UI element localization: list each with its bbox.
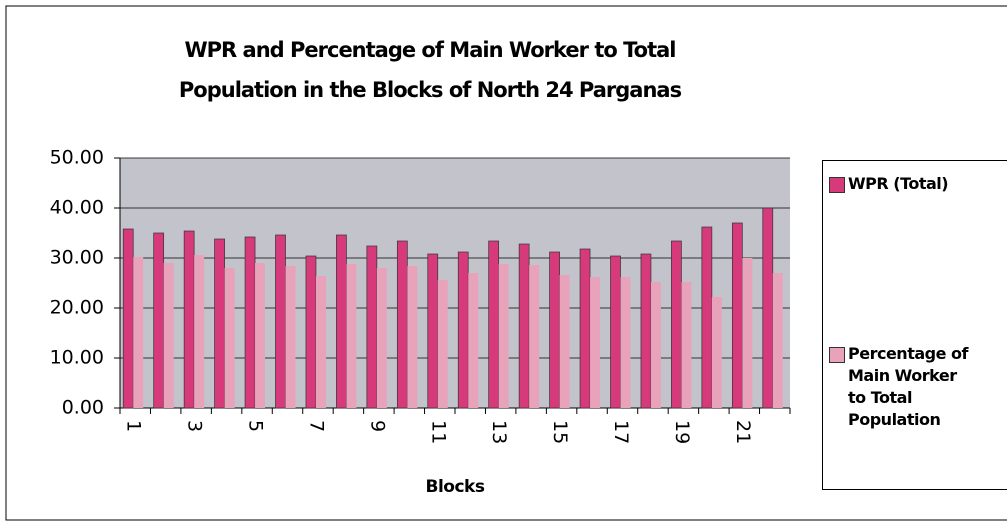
bar	[579, 248, 591, 409]
chart-title: WPR and Percentage of Main Worker to Tot…	[178, 38, 682, 102]
bar	[620, 277, 631, 408]
bar	[640, 253, 652, 409]
bar	[610, 255, 621, 409]
bar	[153, 232, 165, 409]
bar	[559, 275, 570, 408]
bar	[407, 266, 418, 408]
bar	[315, 276, 326, 408]
bar	[255, 263, 266, 408]
bar	[549, 251, 560, 409]
bar	[498, 264, 509, 408]
x-tick-label: 13	[488, 420, 510, 444]
y-tick-label: 20.00	[50, 297, 104, 319]
y-tick-label: 30.00	[50, 247, 104, 269]
bar	[244, 236, 256, 409]
bar	[183, 230, 195, 409]
bar	[650, 282, 661, 408]
bar	[346, 264, 357, 408]
bar	[742, 258, 753, 408]
x-tick-label: 11	[427, 420, 449, 444]
x-tick-label: 3	[184, 420, 206, 432]
legend-swatch	[829, 177, 845, 193]
bar	[214, 238, 225, 409]
y-tick-label: 0.00	[62, 397, 104, 419]
bar	[366, 245, 378, 409]
x-tick-label: 1	[123, 420, 145, 432]
legend-label: Percentage of Main Worker to Total Popul…	[848, 344, 968, 429]
x-tick-label: 19	[671, 420, 693, 444]
bar	[336, 234, 347, 409]
legend-label: WPR (Total)	[848, 174, 949, 193]
legend: WPR (Total) Percentage of Main Worker to …	[822, 160, 1007, 490]
bar	[518, 243, 530, 409]
legend-swatch	[829, 347, 845, 363]
bar	[590, 277, 601, 408]
x-tick-label: 17	[610, 420, 632, 444]
bar	[437, 280, 448, 408]
bar	[133, 257, 144, 408]
bar	[427, 253, 439, 409]
bar	[488, 240, 500, 409]
bar	[468, 273, 479, 408]
bar	[163, 263, 174, 408]
bar	[224, 268, 235, 408]
bar	[305, 255, 317, 409]
bar	[762, 207, 774, 409]
bar	[731, 222, 743, 409]
bar	[376, 268, 387, 408]
bar	[285, 266, 296, 408]
bar	[701, 226, 713, 409]
bar	[681, 282, 692, 408]
x-tick-label: 5	[245, 420, 267, 432]
y-tick-label: 40.00	[50, 197, 104, 219]
y-tick-label: 10.00	[50, 347, 104, 369]
y-tick-label: 50.00	[50, 147, 104, 169]
bar	[194, 255, 205, 408]
bar	[457, 251, 469, 409]
bar	[671, 240, 682, 409]
legend-item: Percentage of Main Worker to Total Popul…	[829, 343, 979, 431]
x-tick-label: 9	[366, 420, 388, 432]
bar	[396, 240, 408, 409]
x-tick-label: 21	[732, 420, 754, 444]
bar	[772, 273, 783, 408]
bar	[122, 228, 134, 409]
bar	[711, 297, 722, 408]
x-tick-label: 7	[305, 420, 327, 432]
legend-item: WPR (Total)	[829, 173, 1007, 195]
bar	[529, 265, 540, 408]
x-axis-label: Blocks	[426, 477, 485, 497]
bar	[275, 234, 286, 409]
x-tick-label: 15	[549, 420, 571, 444]
